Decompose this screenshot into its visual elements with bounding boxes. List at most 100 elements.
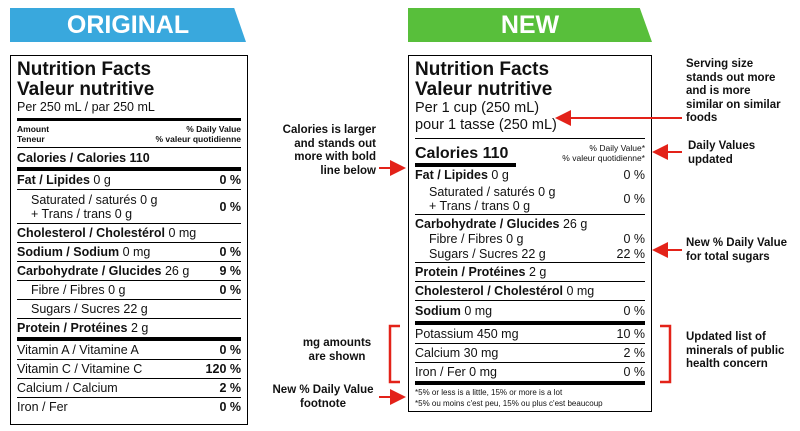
- annotation: Calories is larger and stands out more w…: [282, 124, 376, 177]
- nutrient: Saturated / saturés 0 g: [429, 184, 556, 199]
- dv: 0 %: [219, 199, 241, 214]
- nutrient: Calcium / Calcium: [17, 381, 118, 395]
- title-fr: Valeur nutritive: [415, 79, 553, 100]
- row: Sodium / Sodium 0 mg 0 %: [17, 243, 241, 262]
- amount: 0 g: [93, 173, 111, 187]
- row: Fibre / Fibres 0 g 0 %: [415, 232, 645, 246]
- dv: 0 %: [623, 191, 645, 206]
- row: Calcium 30 mg 2 %: [415, 344, 645, 363]
- nutrient: Saturated / saturés 0 g: [31, 192, 158, 207]
- bracket: [660, 324, 672, 384]
- amount: 26 g: [562, 216, 588, 231]
- serving-en: Per 1 cup (250 mL): [415, 100, 540, 116]
- annotation: mg amounts are shown: [302, 337, 372, 363]
- amount: 0 g: [491, 168, 509, 182]
- row: Iron / Fer 0 mg 0 %: [415, 363, 645, 385]
- title-en: Nutrition Facts: [17, 59, 152, 80]
- amount-fr: Teneur: [17, 134, 45, 144]
- header: Nutrition Facts Valeur nutritive Per 1 c…: [415, 60, 645, 139]
- row: Fat / Lipides 0 g 0 %: [17, 171, 241, 190]
- amount: 2 g: [130, 321, 149, 335]
- serving-fr: pour 1 tasse (250 mL): [415, 117, 557, 133]
- dv: 0 %: [219, 283, 241, 297]
- row: Carbohydrate / Glucides 26 g 9 %: [17, 262, 241, 281]
- annotation: Daily Values updated: [688, 140, 756, 166]
- nutrient: Vitamin A / Vitamine A: [17, 343, 139, 357]
- annotation: New % Daily Value footnote: [272, 384, 374, 410]
- dv-fr: % valeur quotidienne: [155, 134, 242, 144]
- amount: 22 g: [123, 302, 148, 316]
- nutrient: Potassium 450 mg: [415, 327, 519, 341]
- nutrient: Cholesterol / Cholestérol: [17, 226, 165, 240]
- nutrient: Carbohydrate / Glucides: [415, 216, 560, 231]
- row: Fibre / Fibres 0 g 0 %: [17, 281, 241, 300]
- row: Vitamin A / Vitamine A 0 %: [17, 341, 241, 360]
- annotation: Serving size stands out more and is more…: [686, 58, 781, 124]
- nutrient: Fibre / Fibres: [31, 283, 105, 297]
- dv: 10 %: [616, 327, 646, 341]
- nutrient: + Trans / trans 0 g: [429, 198, 531, 213]
- row: Cholesterol / Cholestérol 0 mg: [17, 224, 241, 243]
- amount: 2 g: [528, 265, 547, 279]
- nutrient: Calcium 30 mg: [415, 346, 499, 360]
- row: Potassium 450 mg 10 %: [415, 325, 645, 344]
- row: Sugars / Sucres 22 g: [17, 300, 241, 319]
- nutrient: Protein / Protéines: [17, 321, 128, 335]
- dv: 0 %: [623, 168, 645, 182]
- original-banner: ORIGINAL: [10, 8, 246, 42]
- dv: 2 %: [623, 346, 645, 360]
- dv: 0 %: [219, 245, 241, 259]
- amount: 0 mg: [464, 304, 493, 318]
- amount-en: Amount: [17, 124, 50, 134]
- row: Protein / Protéines 2 g: [415, 263, 645, 282]
- title-en: Nutrition Facts: [415, 59, 550, 80]
- dv: 9 %: [219, 264, 241, 278]
- dv-heading: % Daily Value*% valeur quotidienne*: [562, 143, 645, 163]
- row: Iron / Fer 0 %: [17, 398, 241, 416]
- dv-en: % Daily Value*: [589, 143, 645, 153]
- row: Vitamin C / Vitamine C 120 %: [17, 360, 241, 379]
- nutrient: Fibre / Fibres 0 g: [429, 232, 524, 246]
- row: Sodium 0 mg 0 %: [415, 301, 645, 325]
- dv: 0 %: [623, 304, 645, 318]
- dv: 0 %: [219, 173, 241, 187]
- bracket: [388, 324, 400, 384]
- amount: 0 mg: [122, 245, 151, 259]
- annotation: New % Daily Value for total sugars: [686, 237, 787, 263]
- amount: 0 mg: [566, 284, 595, 298]
- nutrient: Sugars / Sucres: [31, 302, 120, 316]
- nutrient: Calories / Calories 110: [17, 150, 150, 165]
- dv: 22 %: [616, 247, 646, 261]
- nutrient: Sodium / Sodium: [17, 245, 120, 259]
- header: Nutrition Facts Valeur nutritive Per 250…: [17, 60, 241, 121]
- dv: 0 %: [219, 343, 241, 357]
- dv-fr: % valeur quotidienne*: [562, 153, 645, 163]
- row: Fat / Lipides 0 g 0 %: [415, 167, 645, 183]
- title-fr: Valeur nutritive: [17, 79, 155, 100]
- row: Calcium / Calcium 2 %: [17, 379, 241, 398]
- nutrient: Sugars / Sucres 22 g: [429, 247, 546, 261]
- dv: 0 %: [219, 400, 241, 414]
- nutrient: Fat / Lipides: [17, 173, 90, 187]
- serving: Per 250 mL / par 250 mL: [17, 100, 155, 114]
- footnote-fr: *5% ou moins c'est peu, 15% ou plus c'es…: [415, 399, 603, 408]
- dv: 0 %: [623, 232, 645, 246]
- dv: 120 %: [205, 362, 241, 376]
- row: Saturated / saturés 0 g + Trans / trans 0…: [415, 183, 645, 215]
- nutrient: Fat / Lipides: [415, 168, 488, 182]
- dv-header: Amount Teneur % Daily Value% valeur quoti…: [17, 121, 241, 148]
- dv: 0 %: [623, 365, 645, 379]
- nutrient: Vitamin C / Vitamine C: [17, 362, 143, 376]
- annotation: Updated list of minerals of public healt…: [686, 331, 785, 370]
- amount-heading: Amount Teneur: [17, 124, 49, 144]
- calories: Calories 110: [415, 139, 517, 167]
- nutrient: Carbohydrate / Glucides: [17, 264, 162, 278]
- row: Protein / Protéines 2 g: [17, 319, 241, 341]
- dv: 2 %: [219, 381, 241, 395]
- amount: 26 g: [164, 264, 190, 278]
- footnote: *5% or less is a little, 15% or more is …: [415, 385, 645, 409]
- calories-row: Calories 110 % Daily Value*% valeur quot…: [415, 139, 645, 167]
- amount: 0 mg: [168, 226, 197, 240]
